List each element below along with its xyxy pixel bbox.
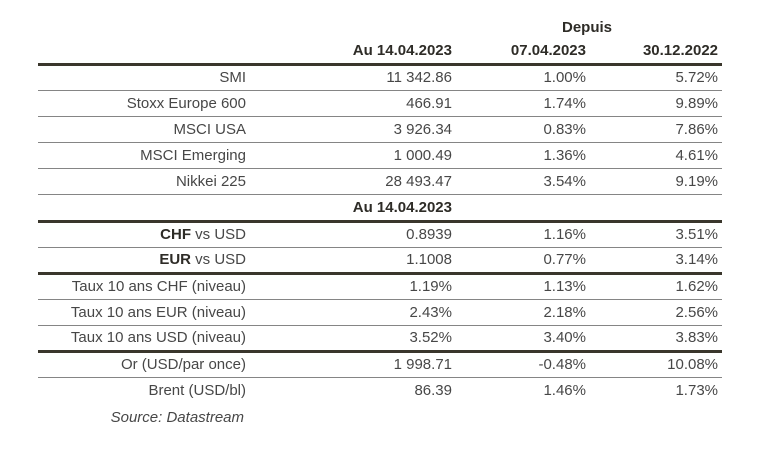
row-value: 1.00% xyxy=(456,64,590,91)
row-label: Taux 10 ans USD (niveau) xyxy=(38,325,250,353)
col-header-au-date: Au 14.04.2023 xyxy=(250,39,456,66)
table-row-msci-usa: MSCI USA 3 926.34 0.83% 7.86% xyxy=(38,116,723,143)
section-spacer xyxy=(456,194,590,223)
header-row-dates: Au 14.04.2023 07.04.2023 30.12.2022 xyxy=(38,39,723,66)
source-note: Source: Datastream xyxy=(110,409,244,426)
table-row-taux-eur: Taux 10 ans EUR (niveau) 2.43% 2.18% 2.5… xyxy=(38,299,723,326)
row-value: 3.51% xyxy=(590,221,723,248)
row-value: 86.39 xyxy=(414,381,452,399)
row-label: Taux 10 ans CHF (niveau) xyxy=(38,273,250,300)
row-value: 3.83% xyxy=(590,325,723,353)
row-value: -0.48% xyxy=(456,351,590,378)
row-value: 2.43% xyxy=(250,299,456,326)
row-value: 1.74% xyxy=(456,90,590,117)
row-value: 1.16% xyxy=(456,221,590,248)
section-header-au-date: Au 14.04.2023 xyxy=(250,194,456,223)
row-value: 4.61% xyxy=(590,142,723,169)
col-header-since-week: 07.04.2023 xyxy=(456,39,590,66)
currency-pair-rest: vs USD xyxy=(190,226,246,243)
row-label: MSCI Emerging xyxy=(38,142,250,169)
row-label: CHF vs USD xyxy=(38,221,250,248)
market-data-table-wrap: Depuis Au 14.04.2023 07.04.2023 30.12.20… xyxy=(38,16,723,426)
row-value: 28 493.47 xyxy=(250,168,456,195)
row-label: Nikkei 225 xyxy=(38,168,250,195)
row-value: 1.46% xyxy=(543,381,586,399)
table-row-brent: Brent (USD/bl) 86.39 1.46% 1.73% xyxy=(38,377,722,403)
row-value: 1 000.49 xyxy=(250,142,456,169)
section-spacer xyxy=(590,194,723,223)
table-row-eur-usd: EUR vs USD 1.1008 0.77% 3.14% xyxy=(38,247,723,275)
row-label: SMI xyxy=(38,64,250,91)
row-label: MSCI USA xyxy=(38,116,250,143)
row-label: Taux 10 ans EUR (niveau) xyxy=(38,299,250,326)
table-row-or: Or (USD/par once) 1 998.71 -0.48% 10.08% xyxy=(38,351,723,378)
table-row-smi: SMI 11 342.86 1.00% 5.72% xyxy=(38,64,723,91)
row-value: 3.54% xyxy=(456,168,590,195)
currency-code: EUR xyxy=(159,251,191,268)
table-row-stoxx: Stoxx Europe 600 466.91 1.74% 9.89% xyxy=(38,90,723,117)
row-value: 1.62% xyxy=(590,273,723,300)
header-row-depuis: Depuis xyxy=(38,16,722,39)
row-value: 3.40% xyxy=(456,325,590,353)
row-value: 1.19% xyxy=(250,273,456,300)
section-header-row: Au 14.04.2023 xyxy=(38,194,723,223)
row-value: 9.19% xyxy=(590,168,723,195)
row-value: 10.08% xyxy=(590,351,723,378)
currency-pair-rest: vs USD xyxy=(190,251,246,268)
row-value: 9.89% xyxy=(590,90,723,117)
row-label: Stoxx Europe 600 xyxy=(38,90,250,117)
currency-code: CHF xyxy=(160,226,191,243)
row-value: 1.13% xyxy=(456,273,590,300)
row-value: 2.18% xyxy=(456,299,590,326)
row-value: 11 342.86 xyxy=(250,64,456,91)
table-row-nikkei: Nikkei 225 28 493.47 3.54% 9.19% xyxy=(38,168,723,195)
row-value: 1.1008 xyxy=(250,247,456,275)
row-value: 3.14% xyxy=(590,247,723,275)
section-spacer xyxy=(38,194,250,223)
table-row-msci-emerging: MSCI Emerging 1 000.49 1.36% 4.61% xyxy=(38,142,723,169)
table-row-taux-chf: Taux 10 ans CHF (niveau) 1.19% 1.13% 1.6… xyxy=(38,273,723,300)
row-value: 0.77% xyxy=(456,247,590,275)
row-value: 1.36% xyxy=(456,142,590,169)
row-value: 7.86% xyxy=(590,116,723,143)
row-value: 2.56% xyxy=(590,299,723,326)
row-value: 5.72% xyxy=(590,64,723,91)
row-value: 0.83% xyxy=(456,116,590,143)
row-value: 1.73% xyxy=(675,381,719,399)
row-value: 466.91 xyxy=(250,90,456,117)
depuis-header: Depuis xyxy=(562,19,613,36)
row-value: 3.52% xyxy=(250,325,456,353)
header-spacer xyxy=(38,16,456,39)
row-label: EUR vs USD xyxy=(38,247,250,275)
table-row-chf-usd: CHF vs USD 0.8939 1.16% 3.51% xyxy=(38,221,723,248)
table-row-taux-usd: Taux 10 ans USD (niveau) 3.52% 3.40% 3.8… xyxy=(38,325,723,353)
row-value: 0.8939 xyxy=(250,221,456,248)
col-header-since-ytd: 30.12.2022 xyxy=(590,39,723,66)
header-spacer xyxy=(38,39,250,66)
market-data-table: Depuis Au 14.04.2023 07.04.2023 30.12.20… xyxy=(38,16,723,403)
row-value: 3 926.34 xyxy=(250,116,456,143)
row-label: Or (USD/par once) xyxy=(38,351,250,378)
row-label: Brent (USD/bl) xyxy=(148,381,246,399)
row-value: 1 998.71 xyxy=(250,351,456,378)
